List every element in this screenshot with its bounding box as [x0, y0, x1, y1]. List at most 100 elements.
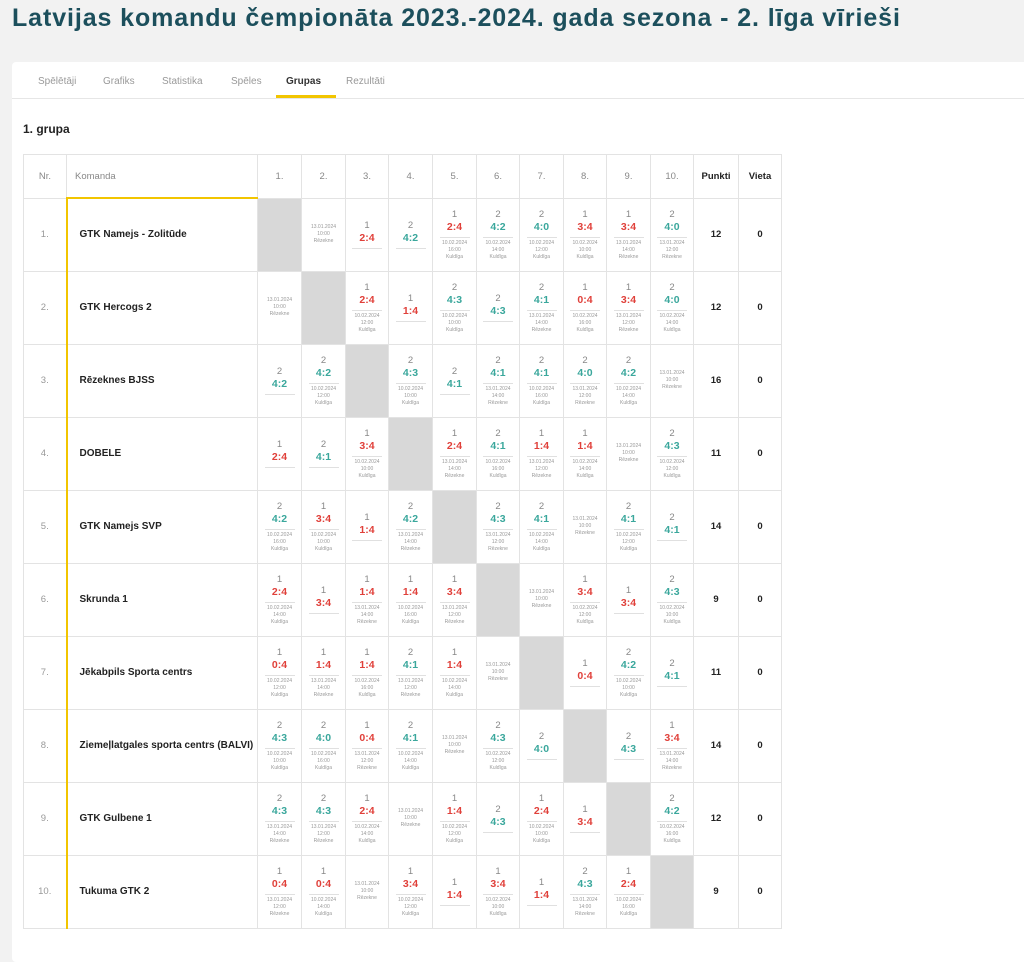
match-cell[interactable]: 1 2:4 10.02.2024 16:00 Kuldīga — [432, 197, 477, 272]
match-cell[interactable]: 2 4:1 — [650, 635, 694, 710]
match-cell[interactable]: 1 1:4 10.02.2024 14:00 Kuldīga — [563, 416, 607, 491]
match-cell[interactable]: 2 4:1 13.01.2024 14:00 Rēzekne — [519, 270, 564, 345]
match-cell[interactable]: 1 2:4 13.01.2024 14:00 Rēzekne — [432, 416, 477, 491]
match-cell[interactable]: 2 4:0 10.02.2024 14:00 Kuldīga — [650, 270, 694, 345]
match-cell[interactable]: 1 0:4 13.01.2024 12:00 Rēzekne — [345, 708, 389, 783]
match-cell[interactable]: 1 1:4 10.02.2024 14:00 Kuldīga — [432, 635, 477, 710]
match-cell[interactable]: 2 4:2 — [388, 197, 433, 272]
match-cell[interactable]: 2 4:3 — [476, 270, 520, 345]
match-cell[interactable]: 1 2:4 — [257, 416, 302, 491]
match-cell[interactable]: 1 0:4 10.02.2024 12:00 Kuldīga — [257, 635, 302, 710]
match-cell[interactable]: 1 0:4 — [563, 635, 607, 710]
match-cell[interactable]: 1 3:4 10.02.2024 10:00 Kuldīga — [563, 197, 607, 272]
match-cell[interactable]: 2 4:0 — [519, 708, 564, 783]
match-score: 4:0 — [664, 221, 680, 233]
match-content: 13.01.2024 10:00 Rēzekne — [346, 881, 388, 902]
match-cell[interactable]: 2 4:0 10.02.2024 12:00 Kuldīga — [519, 197, 564, 272]
match-cell[interactable]: 2 4:3 13.01.2024 12:00 Rēzekne — [476, 489, 520, 564]
match-cell[interactable]: 2 4:0 10.02.2024 16:00 Kuldīga — [301, 708, 346, 783]
match-cell[interactable]: 1 3:4 13.01.2024 14:00 Rēzekne — [650, 708, 694, 783]
match-cell[interactable]: 2 4:3 — [476, 781, 520, 856]
match-cell[interactable]: 1 1:4 13.01.2024 14:00 Rēzekne — [345, 562, 389, 637]
match-cell[interactable]: 2 4:2 10.02.2024 14:00 Kuldīga — [476, 197, 520, 272]
match-cell[interactable]: 2 4:3 10.02.2024 10:00 Kuldīga — [257, 708, 302, 783]
match-cell[interactable]: 2 4:1 13.01.2024 14:00 Rēzekne — [476, 343, 520, 418]
match-cell[interactable]: 1 1:4 — [519, 854, 564, 929]
match-cell[interactable]: 1 1:4 13.01.2024 12:00 Rēzekne — [519, 416, 564, 491]
match-cell[interactable]: 1 3:4 — [606, 562, 651, 637]
match-cell[interactable]: 1 0:4 10.02.2024 14:00 Kuldīga — [301, 854, 346, 929]
tab-statistika[interactable]: Statistika — [162, 76, 203, 87]
match-venue: Rēzekne — [618, 254, 639, 260]
match-cell[interactable]: 2 4:0 13.01.2024 12:00 Rēzekne — [650, 197, 694, 272]
match-cell[interactable]: 1 0:4 10.02.2024 16:00 Kuldīga — [563, 270, 607, 345]
match-cell[interactable]: 1 1:4 10.02.2024 12:00 Kuldīga — [432, 781, 477, 856]
match-date: 10.02.2024 — [441, 240, 468, 246]
match-cell[interactable]: 1 2:4 10.02.2024 14:00 Kuldīga — [257, 562, 302, 637]
match-cell[interactable]: 2 4:2 10.02.2024 14:00 Kuldīga — [606, 343, 651, 418]
match-cell[interactable]: 2 4:3 10.02.2024 10:00 Kuldīga — [432, 270, 477, 345]
team-name: GTK Hercogs 2 — [65, 270, 258, 345]
match-cell[interactable]: 1 3:4 10.02.2024 12:00 Kuldīga — [563, 562, 607, 637]
match-cell[interactable]: 2 4:3 10.02.2024 12:00 Kuldīga — [650, 416, 694, 491]
match-cell[interactable]: 2 4:1 — [301, 416, 346, 491]
match-cell[interactable]: 1 3:4 — [563, 781, 607, 856]
match-content: 1 3:4 10.02.2024 10:00 Kuldīga — [302, 500, 345, 553]
match-cell[interactable]: 1 2:4 — [345, 197, 389, 272]
tab-grafiks[interactable]: Grafiks — [103, 76, 135, 87]
tab-speles[interactable]: Spēles — [231, 76, 262, 87]
match-points: 1 — [582, 803, 588, 815]
score-divider — [570, 456, 600, 457]
match-cell[interactable]: 2 4:2 10.02.2024 16:00 Kuldīga — [650, 781, 694, 856]
match-cell[interactable]: 1 2:4 10.02.2024 12:00 Kuldīga — [345, 270, 389, 345]
match-cell[interactable]: 1 3:4 13.01.2024 12:00 Rēzekne — [606, 270, 651, 345]
match-cell[interactable]: 1 1:4 10.02.2024 16:00 Kuldīga — [388, 562, 433, 637]
match-cell[interactable]: 2 4:3 10.02.2024 12:00 Kuldīga — [476, 708, 520, 783]
match-cell[interactable]: 1 1:4 — [432, 854, 477, 929]
match-cell[interactable]: 2 4:1 — [650, 489, 694, 564]
match-cell[interactable]: 2 4:3 13.01.2024 12:00 Rēzekne — [301, 781, 346, 856]
match-cell[interactable]: 1 2:4 10.02.2024 10:00 Kuldīga — [519, 781, 564, 856]
match-cell[interactable]: 1 3:4 13.01.2024 14:00 Rēzekne — [606, 197, 651, 272]
match-cell[interactable]: 2 4:3 10.02.2024 10:00 Kuldīga — [388, 343, 433, 418]
match-cell[interactable]: 1 3:4 10.02.2024 10:00 Kuldīga — [476, 854, 520, 929]
match-cell[interactable]: 2 4:2 — [257, 343, 302, 418]
match-cell[interactable]: 1 3:4 13.01.2024 12:00 Rēzekne — [432, 562, 477, 637]
match-cell[interactable]: 2 4:1 13.01.2024 12:00 Rēzekne — [388, 635, 433, 710]
match-content: 1 1:4 13.01.2024 12:00 Rēzekne — [520, 427, 563, 480]
match-cell[interactable]: 1 0:4 13.01.2024 12:00 Rēzekne — [257, 854, 302, 929]
match-cell[interactable]: 1 3:4 10.02.2024 10:00 Kuldīga — [301, 489, 346, 564]
match-cell[interactable]: 1 3:4 10.02.2024 12:00 Kuldīga — [388, 854, 433, 929]
match-cell[interactable]: 2 4:3 — [606, 708, 651, 783]
match-cell[interactable]: 1 1:4 — [388, 270, 433, 345]
match-venue: Kuldīga — [663, 473, 681, 479]
match-cell[interactable]: 1 2:4 10.02.2024 14:00 Kuldīga — [345, 781, 389, 856]
match-date: 10.02.2024 — [485, 751, 511, 757]
tab-rezultati[interactable]: Rezultāti — [346, 76, 385, 87]
match-cell[interactable]: 2 4:1 10.02.2024 14:00 Kuldīga — [519, 489, 564, 564]
match-cell[interactable]: 2 4:1 10.02.2024 14:00 Kuldīga — [388, 708, 433, 783]
match-cell[interactable]: 2 4:3 13.01.2024 14:00 Rēzekne — [257, 781, 302, 856]
match-cell[interactable]: 2 4:1 10.02.2024 16:00 Kuldīga — [519, 343, 564, 418]
match-cell[interactable]: 2 4:1 — [432, 343, 477, 418]
match-cell[interactable]: 1 1:4 13.01.2024 14:00 Rēzekne — [301, 635, 346, 710]
match-cell[interactable]: 2 4:1 10.02.2024 16:00 Kuldīga — [476, 416, 520, 491]
match-cell[interactable]: 2 4:1 10.02.2024 12:00 Kuldīga — [606, 489, 651, 564]
match-cell[interactable]: 2 4:2 10.02.2024 12:00 Kuldīga — [301, 343, 346, 418]
match-score: 0:4 — [315, 878, 332, 890]
match-points: 2 — [407, 720, 414, 731]
match-cell[interactable]: 1 3:4 — [301, 562, 346, 637]
match-cell[interactable]: 2 4:2 13.01.2024 14:00 Rēzekne — [388, 489, 433, 564]
match-cell[interactable]: 2 4:2 10.02.2024 10:00 Kuldīga — [606, 635, 651, 710]
tab-grupas[interactable]: Grupas — [286, 76, 322, 87]
tab-speletaji[interactable]: Spēlētāji — [38, 76, 77, 87]
match-cell[interactable]: 1 1:4 10.02.2024 16:00 Kuldīga — [345, 635, 389, 710]
match-cell[interactable]: 2 4:3 10.02.2024 10:00 Kuldīga — [650, 562, 694, 637]
match-cell[interactable]: 1 3:4 10.02.2024 10:00 Kuldīga — [345, 416, 389, 491]
match-cell[interactable]: 2 4:3 13.01.2024 14:00 Rēzekne — [563, 854, 607, 929]
match-cell[interactable]: 1 2:4 10.02.2024 16:00 Kuldīga — [606, 854, 651, 929]
match-cell[interactable]: 2 4:2 10.02.2024 16:00 Kuldīga — [257, 489, 302, 564]
match-cell[interactable]: 1 1:4 — [345, 489, 389, 564]
match-cell[interactable]: 2 4:0 13.01.2024 12:00 Rēzekne — [563, 343, 607, 418]
match-content: 2 4:3 10.02.2024 12:00 Kuldīga — [651, 427, 693, 480]
